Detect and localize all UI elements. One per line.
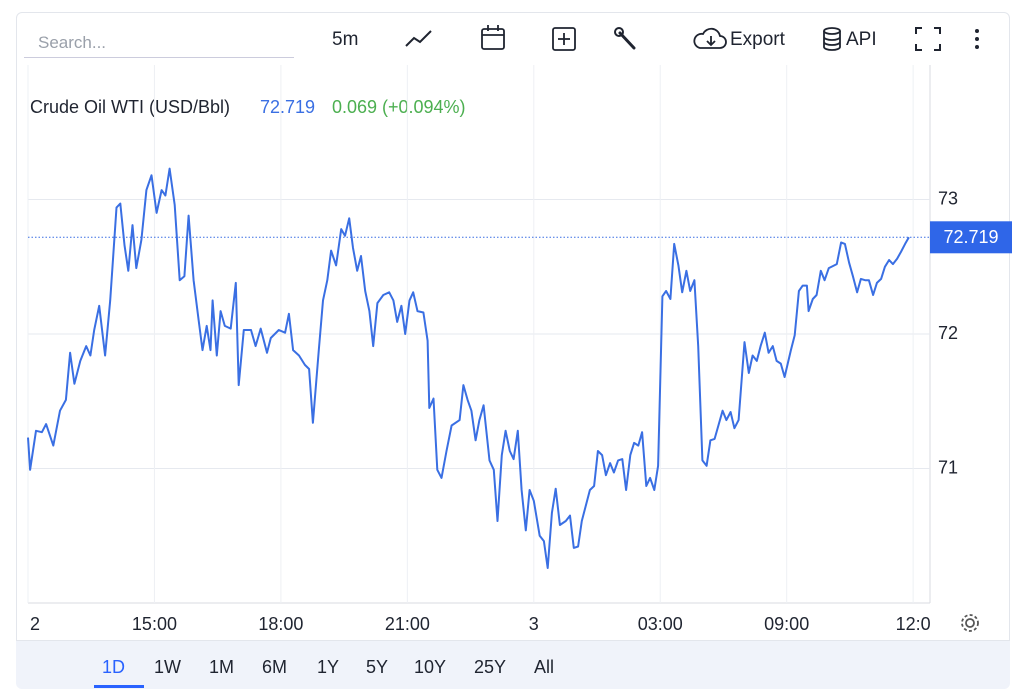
more-icon[interactable] — [975, 29, 979, 49]
calendar-icon[interactable] — [481, 25, 505, 50]
last-price: 72.719 — [260, 97, 315, 117]
price-line — [27, 167, 910, 569]
range-button[interactable]: 1D — [102, 657, 126, 677]
x-tick-label: 18:00 — [258, 614, 303, 634]
price-change-pct: (+0.094%) — [382, 97, 466, 117]
range-button[interactable]: 25Y — [474, 657, 507, 677]
range-bar: 1D 1W 1M 6M 1Y 5Y 10Y 25Y All — [16, 640, 1010, 689]
range-button[interactable]: 6M — [262, 657, 288, 677]
x-tick-label: 3 — [529, 614, 539, 634]
range-button[interactable]: All — [534, 657, 555, 677]
search-input[interactable]: Search... — [24, 28, 294, 58]
chart-type-icon[interactable] — [405, 30, 432, 47]
y-tick-label: 72 — [938, 323, 958, 343]
interval-button[interactable]: 5m — [332, 29, 359, 50]
x-tick-label: 21:00 — [385, 614, 430, 634]
toolbar-icons — [405, 25, 979, 51]
add-indicator-icon[interactable] — [552, 27, 576, 51]
x-tick-label: 09:00 — [764, 614, 809, 634]
range-button[interactable]: 1W — [154, 657, 181, 677]
x-tick-label: 03:00 — [638, 614, 683, 634]
range-button[interactable]: 1M — [209, 657, 235, 677]
export-icon[interactable] — [693, 27, 727, 49]
settings-icon[interactable] — [961, 614, 979, 632]
api-icon[interactable] — [823, 27, 841, 51]
range-button[interactable]: 10Y — [414, 657, 447, 677]
range-button[interactable]: 5Y — [366, 657, 389, 677]
x-tick-label: 12:0 — [896, 614, 931, 634]
y-tick-label: 73 — [938, 188, 958, 208]
chart-title: Crude Oil WTI (USD/Bbl) — [30, 97, 230, 117]
fullscreen-icon[interactable] — [915, 27, 941, 51]
range-underline — [94, 685, 144, 688]
api-button[interactable]: API — [846, 29, 877, 50]
tools-icon[interactable] — [614, 27, 636, 50]
chart: Crude Oil WTI (USD/Bbl) 72.719 0.069 (+0… — [27, 65, 1012, 634]
y-tick-label: 71 — [938, 457, 958, 477]
last-price-tag-label: 72.719 — [943, 227, 998, 247]
x-tick-label: 2 — [30, 614, 40, 634]
export-button[interactable]: Export — [730, 29, 785, 50]
price-change: 0.069 — [332, 97, 377, 117]
range-button[interactable]: 1Y — [317, 657, 340, 677]
last-price-tag — [930, 221, 1012, 254]
x-tick-label: 15:00 — [132, 614, 177, 634]
